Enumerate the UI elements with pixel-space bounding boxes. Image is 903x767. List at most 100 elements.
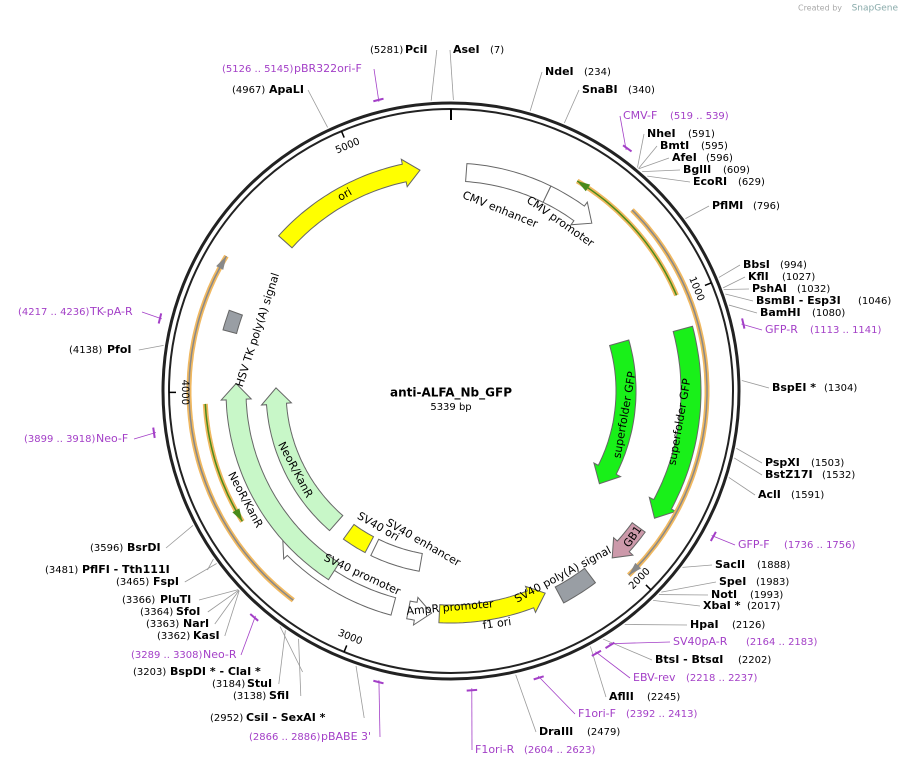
enzyme-leader — [728, 304, 758, 314]
primer-name: F1ori-F — [578, 707, 616, 720]
primer-range: (2866 .. 2886) — [249, 732, 321, 743]
primer-leader — [711, 535, 736, 546]
enzyme-name: SfoI — [176, 605, 200, 618]
enzyme-site: (4967) — [232, 85, 265, 96]
primer-name: CMV-F — [623, 109, 657, 122]
feature-arrow — [611, 522, 646, 559]
enzyme-name: BsrDI — [127, 541, 161, 554]
enzyme-leader — [529, 71, 543, 112]
enzyme-name: HpaI — [690, 618, 719, 631]
enzyme-site: (3362) — [157, 631, 190, 642]
enzyme-site: (994) — [780, 260, 807, 271]
enzyme-leader — [184, 563, 217, 583]
enzyme-site: (1046) — [858, 296, 891, 307]
enzyme-leader — [563, 89, 580, 124]
enzyme-leader — [307, 89, 328, 128]
primer-mark — [622, 144, 633, 153]
feature-line — [628, 209, 708, 576]
feature-arrowhead — [232, 508, 243, 522]
enzyme-site: (1888) — [757, 560, 790, 571]
enzyme-leader — [718, 264, 741, 278]
plasmid-length: 5339 bp — [430, 402, 471, 413]
primer-range: (2218 .. 2237) — [686, 673, 758, 684]
enzyme-site: (3596) — [90, 543, 123, 554]
enzyme-leader — [207, 589, 240, 613]
primer-range: (3899 .. 3918) — [24, 434, 96, 445]
feature-arrow — [277, 158, 421, 249]
primer-leader — [378, 680, 381, 738]
enzyme-site: (3184) — [212, 679, 245, 690]
enzyme-site: (1027) — [782, 272, 815, 283]
enzyme-name: AclI — [758, 488, 781, 501]
primer-leader — [595, 651, 631, 679]
primer-name: Neo-R — [203, 648, 237, 661]
enzyme-leader — [138, 344, 164, 351]
primer-name: pBR322ori-F — [294, 62, 362, 75]
primer-range: (519 .. 539) — [670, 111, 729, 122]
feature-label: HSV TK poly(A) signal — [233, 271, 282, 388]
enzyme-site: (1503) — [811, 458, 844, 469]
enzyme-leader — [741, 380, 770, 389]
enzyme-leader — [653, 599, 701, 607]
enzyme-site: (1032) — [797, 284, 830, 295]
primer-mark — [591, 649, 602, 657]
enzyme-site: (2202) — [738, 655, 771, 666]
ring-tick — [704, 282, 712, 287]
feature-arrow — [438, 585, 546, 624]
feature-arrow — [406, 596, 433, 627]
primer-range: (1113 .. 1141) — [810, 325, 882, 336]
enzyme-leader — [728, 477, 756, 496]
enzyme-site: (340) — [628, 85, 655, 96]
enzyme-leader — [207, 558, 214, 571]
enzyme-leader — [624, 624, 688, 626]
enzyme-name: ApaLI — [269, 83, 304, 96]
enzyme-name: PfoI — [107, 343, 132, 356]
enzyme-site: (3363) — [146, 619, 179, 630]
enzyme-site: (3366) — [122, 595, 155, 606]
enzyme-site: (796) — [753, 201, 780, 212]
feature-arrowhead — [216, 256, 227, 270]
enzyme-leader — [214, 590, 240, 625]
enzyme-site: (1304) — [824, 383, 857, 394]
feature-arrowhead — [577, 180, 591, 192]
primer-name: GFP-F — [738, 538, 770, 551]
primer-range: (2604 .. 2623) — [524, 745, 596, 756]
primer-mark — [249, 613, 259, 622]
enzyme-leader — [725, 293, 754, 302]
enzyme-leader — [430, 49, 438, 101]
enzyme-leader — [682, 564, 713, 568]
enzyme-leader — [647, 175, 691, 183]
enzyme-site: (5281) — [370, 45, 403, 56]
enzyme-leader — [165, 525, 194, 549]
enzyme-name: StuI — [247, 677, 272, 690]
enzyme-site: (1532) — [822, 470, 855, 481]
enzyme-leader — [661, 581, 717, 593]
feature-arrow — [593, 339, 637, 485]
enzyme-site: (4138) — [69, 345, 102, 356]
primer-name: SV40pA-R — [673, 635, 728, 648]
enzyme-site: (596) — [706, 153, 733, 164]
enzyme-name: PluTI — [160, 593, 191, 606]
primer-range: (5126 .. 5145) — [222, 64, 294, 75]
enzyme-name: EcoRI — [693, 175, 727, 188]
enzyme-name: SacII — [715, 558, 745, 571]
enzyme-site: (3138) — [233, 691, 266, 702]
enzyme-leader — [279, 626, 303, 673]
ring-tick-label: 4000 — [179, 380, 190, 406]
feature-layer — [186, 158, 710, 627]
enzyme-name: AflII — [609, 690, 634, 703]
enzyme-name: XbaI * — [703, 599, 741, 612]
enzyme-leader — [298, 638, 302, 697]
enzyme-leader — [449, 49, 454, 101]
enzyme-site: (3203) — [133, 667, 166, 678]
credit-brand: SnapGene — [852, 4, 899, 14]
feature-arrow — [370, 538, 423, 572]
enzyme-site: (2017) — [747, 601, 780, 612]
enzyme-leader — [642, 169, 681, 172]
enzyme-site: (1080) — [812, 308, 845, 319]
enzyme-site: (2952) — [210, 713, 243, 724]
enzyme-leader — [278, 630, 286, 685]
enzyme-name: FspI — [153, 575, 179, 588]
primer-range: (1736 .. 1756) — [784, 540, 856, 551]
primer-leader — [240, 615, 256, 656]
